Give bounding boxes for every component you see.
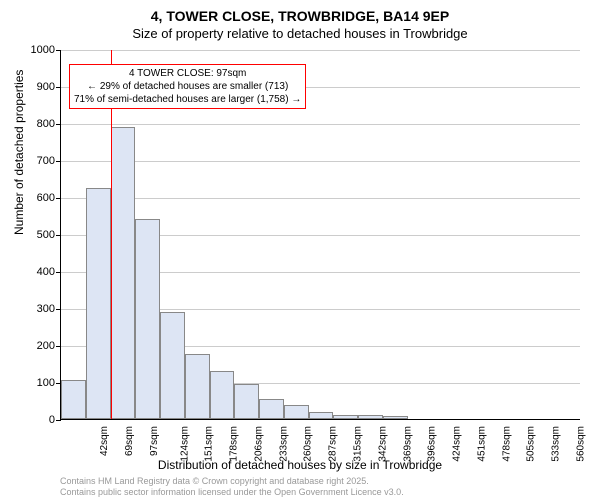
x-tick-label: 396sqm — [427, 426, 438, 462]
y-tick-label: 100 — [37, 377, 55, 389]
x-tick-label: 287sqm — [328, 426, 339, 462]
x-tick-label: 178sqm — [229, 426, 240, 462]
chart-subtitle: Size of property relative to detached ho… — [0, 26, 600, 41]
y-tick — [56, 235, 61, 236]
y-tick — [56, 272, 61, 273]
x-tick-label: 505sqm — [526, 426, 537, 462]
histogram-bar — [358, 415, 383, 419]
attribution-line2: Contains public sector information licen… — [60, 487, 404, 498]
x-tick-label: 42sqm — [99, 426, 110, 456]
x-tick-label: 69sqm — [124, 426, 135, 456]
x-tick-label: 233sqm — [278, 426, 289, 462]
y-tick-label: 600 — [37, 192, 55, 204]
y-tick — [56, 161, 61, 162]
y-tick — [56, 198, 61, 199]
x-tick-label: 560sqm — [575, 426, 586, 462]
histogram-bar — [61, 380, 86, 419]
histogram-bar — [284, 405, 309, 419]
histogram-bar — [383, 416, 408, 419]
chart-title: 4, TOWER CLOSE, TROWBRIDGE, BA14 9EP — [0, 8, 600, 24]
gridline — [61, 50, 580, 51]
attribution-line1: Contains HM Land Registry data © Crown c… — [60, 476, 404, 487]
plot-area: 4 TOWER CLOSE: 97sqm← 29% of detached ho… — [60, 50, 580, 420]
histogram-bar — [259, 399, 284, 419]
x-tick-label: 97sqm — [149, 426, 160, 456]
y-tick — [56, 50, 61, 51]
y-tick-label: 1000 — [31, 44, 55, 56]
annotation-line: ← 29% of detached houses are smaller (71… — [74, 80, 301, 93]
annotation-box: 4 TOWER CLOSE: 97sqm← 29% of detached ho… — [69, 64, 306, 109]
histogram-bar — [160, 312, 185, 419]
y-tick — [56, 346, 61, 347]
x-tick-label: 478sqm — [501, 426, 512, 462]
x-tick-label: 369sqm — [402, 426, 413, 462]
attribution-text: Contains HM Land Registry data © Crown c… — [60, 476, 404, 498]
y-tick-label: 500 — [37, 229, 55, 241]
annotation-line: 4 TOWER CLOSE: 97sqm — [74, 67, 301, 80]
histogram-bar — [135, 219, 160, 419]
y-axis-label: Number of detached properties — [12, 70, 26, 235]
x-tick-label: 451sqm — [476, 426, 487, 462]
histogram-bar — [333, 415, 358, 419]
x-tick-label: 342sqm — [377, 426, 388, 462]
gridline — [61, 198, 580, 199]
y-tick-label: 400 — [37, 266, 55, 278]
histogram-bar — [86, 188, 111, 419]
y-tick-label: 200 — [37, 340, 55, 352]
x-tick-label: 260sqm — [303, 426, 314, 462]
x-tick-label: 206sqm — [254, 426, 265, 462]
annotation-line: 71% of semi-detached houses are larger (… — [74, 93, 301, 106]
y-tick — [56, 124, 61, 125]
y-tick-label: 300 — [37, 303, 55, 315]
x-tick-label: 315sqm — [353, 426, 364, 462]
y-tick — [56, 420, 61, 421]
gridline — [61, 161, 580, 162]
gridline — [61, 124, 580, 125]
property-size-chart: 4, TOWER CLOSE, TROWBRIDGE, BA14 9EP Siz… — [0, 0, 600, 500]
y-tick — [56, 87, 61, 88]
x-tick-label: 124sqm — [179, 426, 190, 462]
x-tick-label: 533sqm — [551, 426, 562, 462]
histogram-bar — [309, 412, 334, 419]
histogram-bar — [210, 371, 235, 419]
y-tick-label: 0 — [49, 414, 55, 426]
y-tick-label: 900 — [37, 81, 55, 93]
y-tick — [56, 309, 61, 310]
x-tick-label: 151sqm — [204, 426, 215, 462]
y-tick-label: 700 — [37, 155, 55, 167]
histogram-bar — [111, 127, 136, 419]
histogram-bar — [234, 384, 259, 419]
x-tick-label: 424sqm — [452, 426, 463, 462]
histogram-bar — [185, 354, 210, 419]
y-tick-label: 800 — [37, 118, 55, 130]
